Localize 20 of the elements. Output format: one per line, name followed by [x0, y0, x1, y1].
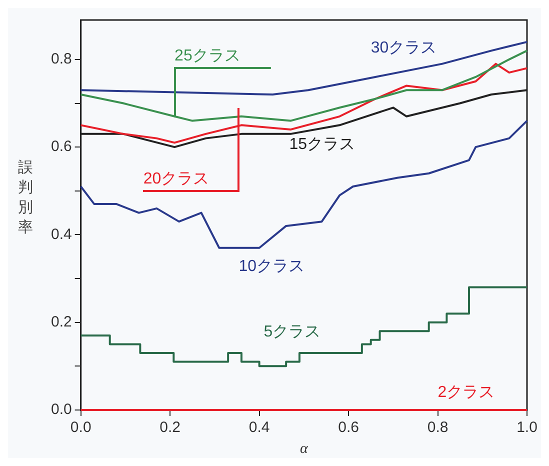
x-tick-label: 1.0	[516, 419, 538, 436]
x-tick-label: 0.2	[160, 419, 181, 436]
x-tick-label: 0.4	[248, 419, 270, 436]
y-tick-label: 0.2	[50, 314, 72, 330]
y-tick-label: 0.6	[50, 138, 72, 156]
y-axis-title: 誤判別率	[18, 158, 33, 238]
x-tick-label: 0.8	[427, 419, 448, 436]
x-axis-title: α	[300, 440, 309, 457]
series-label: 30クラス	[370, 39, 437, 56]
x-tick-label: 0.6	[338, 419, 359, 436]
y-tick-label: 0.8	[50, 50, 72, 68]
text: 25クラス	[174, 47, 240, 64]
x-tick-label: 0.0	[70, 419, 92, 436]
y-tick-label: 0.4	[50, 226, 72, 243]
series-label: 10クラス	[238, 258, 305, 275]
series-label: 15クラス	[289, 136, 355, 154]
series-label: 5クラス	[264, 323, 321, 340]
y-tick-label: 0.0	[50, 401, 72, 418]
text: 20クラス	[143, 170, 210, 188]
series-label: 2クラス	[438, 384, 495, 401]
